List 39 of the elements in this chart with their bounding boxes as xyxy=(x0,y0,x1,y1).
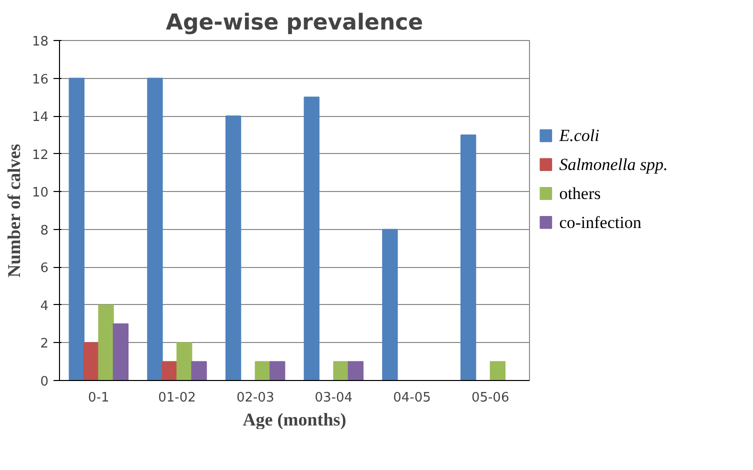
chart-title: Age-wise prevalence xyxy=(166,10,424,36)
legend-label: E.coli xyxy=(558,126,600,146)
bar xyxy=(176,342,192,380)
bar xyxy=(348,361,364,380)
bar xyxy=(147,78,163,380)
y-tick-label: 2 xyxy=(40,336,49,352)
y-axis-title: Number of calves xyxy=(4,144,24,278)
bar xyxy=(162,361,178,380)
bar xyxy=(382,228,398,380)
y-tick-label: 0 xyxy=(40,374,49,390)
y-tick-label: 12 xyxy=(32,148,49,163)
bar xyxy=(112,323,129,380)
x-tick-label: 05-06 xyxy=(471,390,510,406)
bar xyxy=(460,134,476,380)
bar xyxy=(304,96,320,380)
legend-label: co-infection xyxy=(559,212,642,232)
bar xyxy=(333,361,349,380)
bar xyxy=(254,361,271,380)
y-tick-label: 6 xyxy=(40,261,49,276)
bar xyxy=(83,342,100,380)
bar xyxy=(68,78,84,380)
x-tick-label: 02-03 xyxy=(236,390,274,406)
x-tick-label: 01-02 xyxy=(158,390,196,406)
y-tick-label: 10 xyxy=(32,186,49,201)
legend-label: others xyxy=(559,184,601,203)
y-tick-label: 16 xyxy=(32,72,49,88)
bar xyxy=(490,361,506,380)
bar xyxy=(225,116,242,380)
legend-label: Salmonella spp. xyxy=(559,155,668,174)
x-tick-label: 04-05 xyxy=(393,390,431,406)
y-tick-label: 4 xyxy=(40,298,49,314)
x-tick-label: 0-1 xyxy=(88,390,110,406)
bar xyxy=(98,304,114,380)
y-tick-label: 18 xyxy=(32,34,49,50)
bar xyxy=(191,361,207,380)
y-tick-label: 14 xyxy=(32,110,49,126)
x-tick-label: 03-04 xyxy=(314,390,353,406)
y-tick-label: 8 xyxy=(40,223,49,238)
bar xyxy=(270,361,286,380)
